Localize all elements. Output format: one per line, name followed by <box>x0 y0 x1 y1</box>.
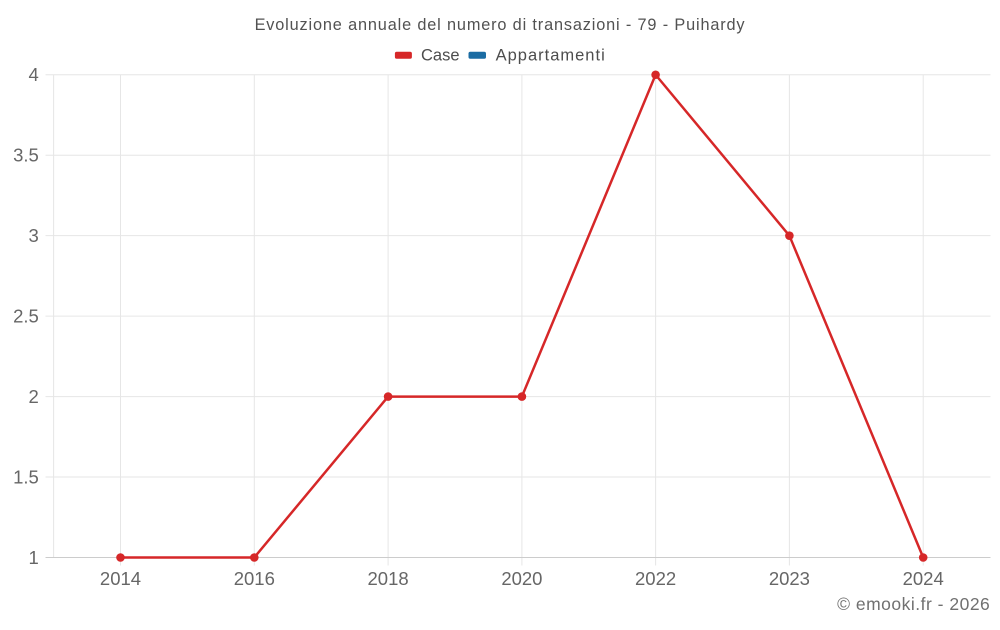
svg-text:2022: 2022 <box>635 568 676 589</box>
svg-text:2.5: 2.5 <box>13 305 39 326</box>
svg-text:2023: 2023 <box>769 568 810 589</box>
svg-text:3: 3 <box>29 225 39 246</box>
svg-text:2018: 2018 <box>368 568 409 589</box>
svg-text:Case: Case <box>421 47 460 65</box>
svg-text:2020: 2020 <box>501 568 542 589</box>
svg-text:2014: 2014 <box>100 568 141 589</box>
svg-text:4: 4 <box>29 64 39 85</box>
svg-text:1: 1 <box>29 547 39 568</box>
svg-text:2: 2 <box>29 386 39 407</box>
svg-text:Appartamenti: Appartamenti <box>496 47 606 65</box>
svg-text:2024: 2024 <box>903 568 944 589</box>
svg-text:Evoluzione annuale del numero: Evoluzione annuale del numero di transaz… <box>255 16 746 34</box>
svg-text:1.5: 1.5 <box>13 466 39 487</box>
svg-text:2016: 2016 <box>234 568 275 589</box>
svg-text:© emooki.fr - 2026: © emooki.fr - 2026 <box>837 594 990 614</box>
svg-text:3.5: 3.5 <box>13 145 39 166</box>
